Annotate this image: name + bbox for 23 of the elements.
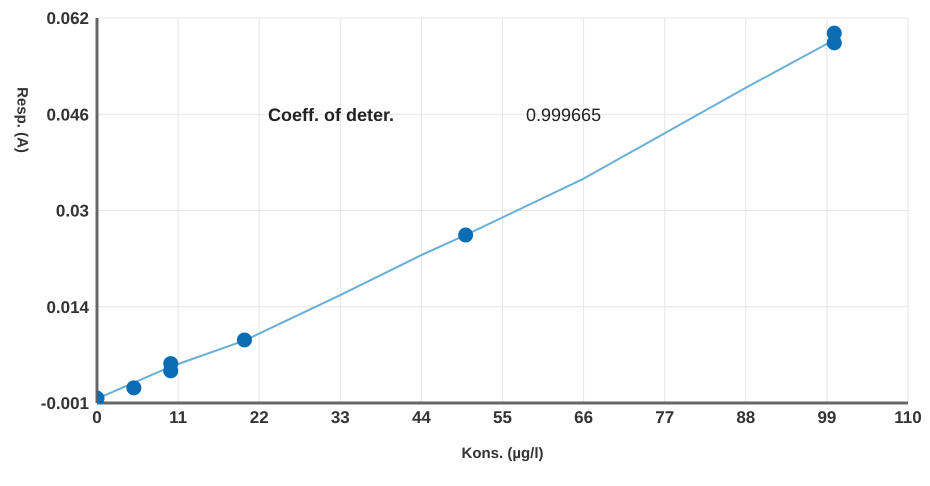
y-tick-label: 0.03 [56,202,89,221]
x-tick-label: 55 [493,408,512,428]
x-tick-label: 88 [736,408,756,428]
x-tick-label: 33 [330,408,350,428]
point [458,228,474,243]
x-tick-label: 110 [894,408,922,428]
y-tick-label: 0.062 [46,9,89,28]
y-tick-label: 0.014 [46,298,90,317]
x-axis-title: Kons. (µg/l) [462,445,544,462]
x-tick-label: 66 [574,408,594,428]
x-tick-label: 0 [92,408,102,428]
point [236,332,252,348]
x-tick-label: 77 [655,408,674,428]
x-tick-label: 22 [250,408,269,428]
y-axis-title: Resp. (A) [14,87,30,153]
y-tick-label: -0.001 [40,394,89,414]
x-tick-label: 99 [817,408,836,428]
x-tick-label: 11 [169,408,188,428]
point [126,380,142,396]
annotation: Coeff. of deter. [268,105,394,126]
y-tick-label: 0.046 [46,105,89,124]
x-tick-label: 44 [412,408,432,428]
annotation: 0.999665 [526,105,602,126]
